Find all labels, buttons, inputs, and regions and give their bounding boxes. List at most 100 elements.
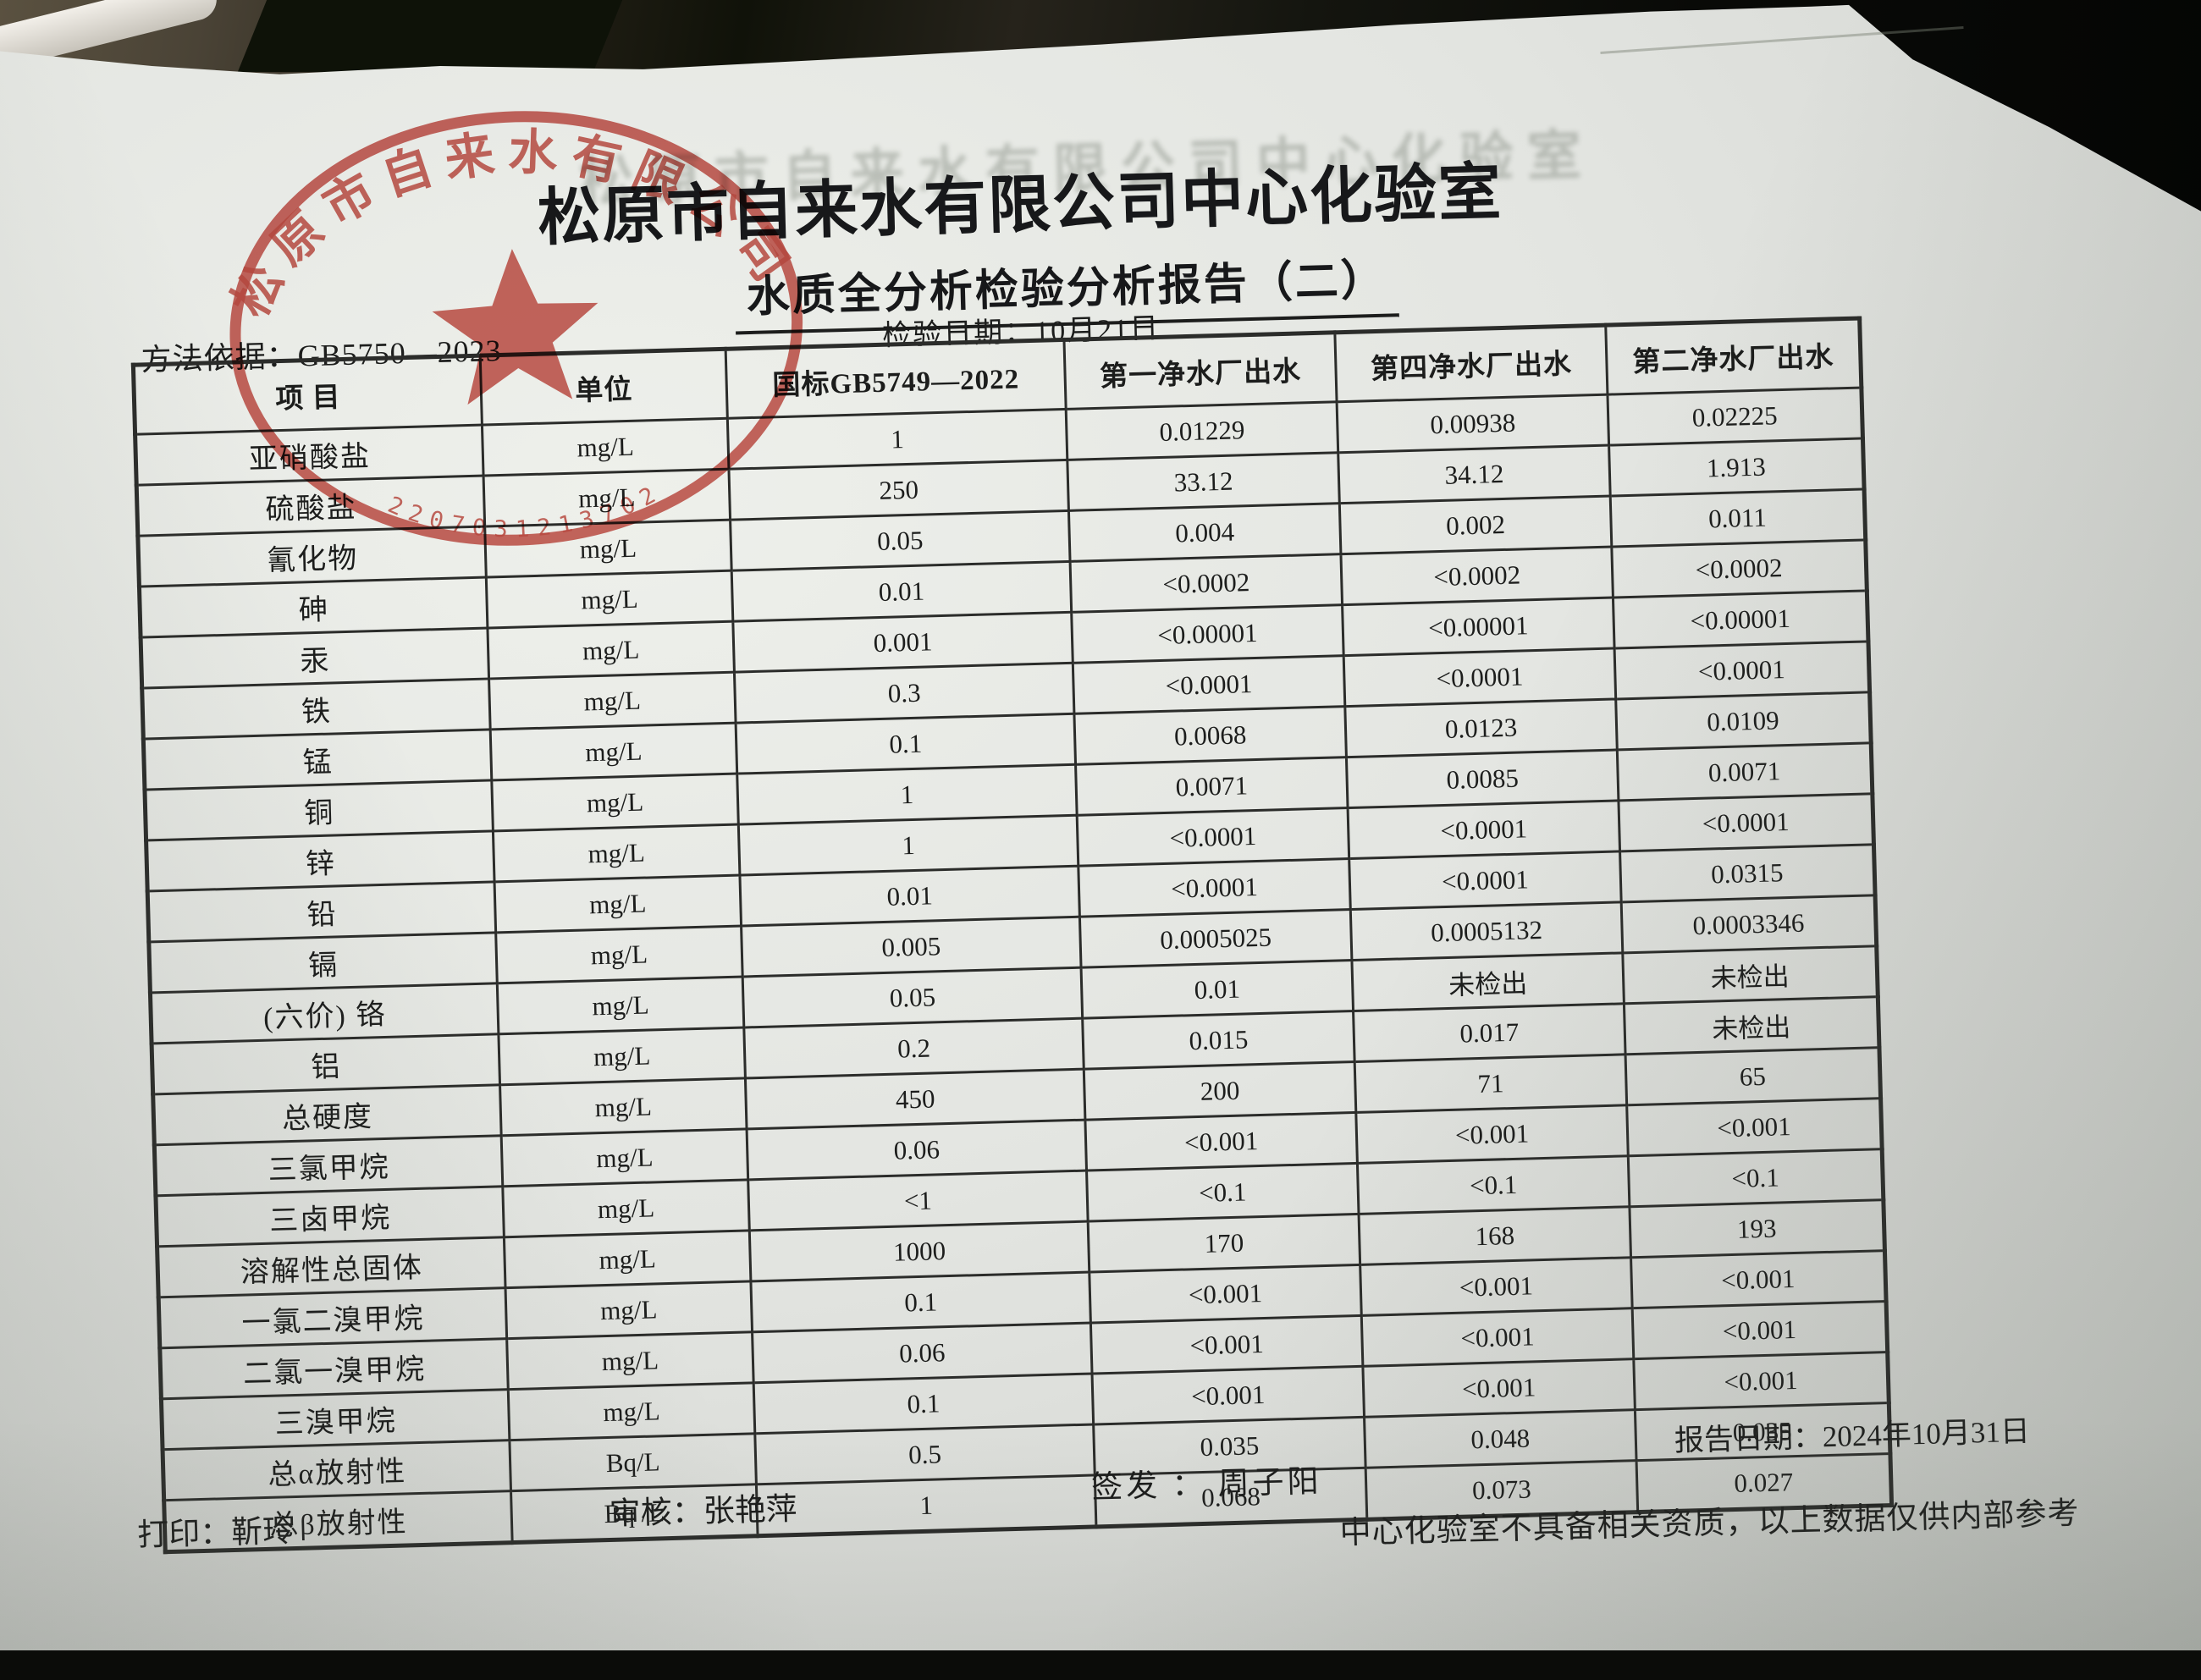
- unit: mg/L: [505, 1281, 753, 1339]
- standard-value: 1: [736, 764, 1078, 825]
- item-name: 溶解性总固体: [157, 1237, 506, 1297]
- plant1-value: <0.001: [1090, 1315, 1363, 1374]
- item-name: 铅: [147, 881, 496, 942]
- standard-value: 0.1: [753, 1374, 1094, 1434]
- item-name: 锌: [146, 830, 495, 891]
- plant4-value: 71: [1354, 1054, 1627, 1113]
- column-header-5: 第二净水厂出水: [1605, 318, 1862, 395]
- item-name: 三卤甲烷: [155, 1186, 505, 1247]
- plant4-value: <0.1: [1357, 1155, 1630, 1215]
- plant2-value: <0.001: [1626, 1098, 1883, 1156]
- standard-value: 0.05: [742, 967, 1083, 1027]
- plant1-value: <0.001: [1092, 1366, 1365, 1424]
- plant2-value: <0.001: [1632, 1301, 1888, 1359]
- unit: mg/L: [487, 621, 735, 679]
- unit: mg/L: [493, 824, 740, 882]
- item-name: 一氯二溴甲烷: [158, 1287, 507, 1348]
- plant2-value: <0.0001: [1614, 641, 1870, 699]
- plant4-value: 0.0005132: [1350, 901, 1623, 961]
- plant4-value: 0.002: [1339, 496, 1612, 554]
- report-date: 报告日期：2024年10月31日: [1674, 1414, 2031, 1457]
- plant2-value: 1.913: [1608, 438, 1865, 497]
- plant1-value: 0.0068: [1073, 706, 1347, 765]
- item-name: 铜: [144, 779, 494, 841]
- plant4-value: <0.001: [1360, 1257, 1633, 1316]
- standard-value: 0.2: [743, 1018, 1084, 1078]
- plant2-value: <0.00001: [1613, 590, 1868, 649]
- standard-value: 1000: [749, 1221, 1089, 1281]
- plant4-value: 0.048: [1364, 1409, 1637, 1468]
- seal-serial-number: 2207031213702: [383, 477, 669, 549]
- unit: mg/L: [486, 570, 733, 629]
- unit: mg/L: [488, 672, 736, 730]
- plant1-value: <0.1: [1086, 1163, 1360, 1222]
- plant4-value: <0.0002: [1340, 547, 1614, 605]
- plant4-value: <0.001: [1362, 1358, 1636, 1418]
- standard-value: 0.06: [752, 1323, 1093, 1383]
- plant1-value: 0.015: [1082, 1011, 1355, 1070]
- seal-ring: [229, 111, 803, 546]
- item-name: 锰: [143, 729, 492, 790]
- standard-value: 0.001: [732, 612, 1073, 673]
- plant2-value: 65: [1625, 1047, 1881, 1105]
- plant2-value: 0.011: [1610, 488, 1866, 548]
- item-name: 砷: [139, 577, 488, 638]
- plant1-value: <0.0001: [1077, 807, 1349, 867]
- plant2-value: 0.0071: [1617, 742, 1873, 801]
- plant2-value: 0.0003346: [1621, 895, 1877, 953]
- company-seal-stamp: 松原市自来水有限公司 2207031213702: [207, 85, 826, 579]
- plant4-value: <0.0001: [1348, 800, 1620, 859]
- standard-value: 1: [756, 1474, 1096, 1536]
- plant4-value: 34.12: [1338, 445, 1611, 504]
- plant2-value: <0.001: [1633, 1352, 1889, 1410]
- plant4-value: <0.001: [1361, 1308, 1634, 1367]
- standard-value: 0.5: [754, 1424, 1095, 1484]
- item-name: 铁: [141, 678, 491, 740]
- plant2-value: <0.1: [1628, 1148, 1884, 1207]
- item-name: 三氯甲烷: [154, 1135, 503, 1196]
- standard-value: 0.01: [739, 866, 1080, 927]
- unit: mg/L: [491, 774, 739, 831]
- issued-by-signature: 签发 ： 周子阳: [1090, 1464, 1323, 1506]
- plant1-value: 33.12: [1067, 452, 1340, 511]
- unit: mg/L: [495, 926, 743, 983]
- plant2-value: <0.001: [1630, 1250, 1887, 1308]
- plant4-value: 0.00938: [1337, 394, 1609, 453]
- plant1-value: <0.001: [1089, 1264, 1362, 1324]
- unit: mg/L: [494, 875, 742, 933]
- unit: Bq/L: [509, 1433, 757, 1491]
- standard-value: 0.005: [741, 917, 1082, 978]
- item-name: 汞: [141, 628, 489, 689]
- standard-value: 1: [738, 815, 1078, 876]
- column-header-4: 第四净水厂出水: [1334, 325, 1608, 402]
- unit: mg/L: [501, 1128, 748, 1187]
- reviewed-by-signature: 审核：张艳萍: [609, 1491, 798, 1532]
- plant4-value: <0.001: [1355, 1104, 1629, 1164]
- plant2-value: 未检出: [1622, 945, 1878, 1004]
- plant4-value: 0.0085: [1346, 749, 1619, 808]
- item-name: 二氯一溴甲烷: [159, 1338, 509, 1399]
- plant2-value: 未检出: [1624, 996, 1879, 1055]
- unit: mg/L: [502, 1179, 750, 1237]
- plant2-value: <0.0002: [1611, 539, 1867, 598]
- item-name: 铝: [152, 1033, 500, 1094]
- unit: mg/L: [508, 1382, 755, 1440]
- star-icon: [432, 249, 599, 405]
- standard-value: 0.06: [747, 1120, 1087, 1180]
- item-name: 总硬度: [152, 1084, 502, 1145]
- standard-value: <1: [747, 1170, 1089, 1231]
- plant2-value: 193: [1629, 1199, 1885, 1258]
- plant1-value: <0.001: [1084, 1112, 1358, 1171]
- unit: mg/L: [506, 1331, 754, 1390]
- item-name: 总α放射性: [163, 1440, 511, 1501]
- item-name: (六价) 铬: [150, 983, 499, 1044]
- unit: mg/L: [504, 1230, 751, 1288]
- standard-value: 450: [745, 1069, 1085, 1129]
- standard-value: 0.1: [750, 1272, 1091, 1332]
- printed-by-signature: 打印：靳玲: [136, 1514, 295, 1554]
- plant2-value: <0.0001: [1618, 793, 1874, 851]
- plant1-value: <0.0002: [1070, 554, 1343, 613]
- plant4-value: 未检出: [1351, 952, 1625, 1011]
- unit: mg/L: [490, 723, 737, 780]
